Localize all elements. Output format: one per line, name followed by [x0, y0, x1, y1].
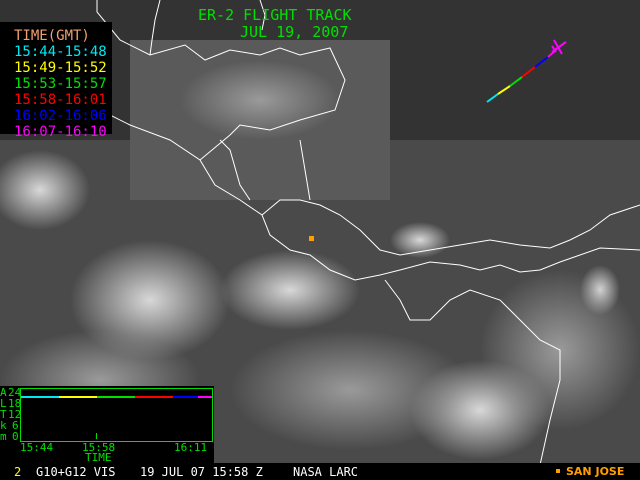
y-axis-letter: T [0, 408, 7, 421]
y-tick: 24 [8, 386, 22, 399]
legend-item: 15:53-15:57 [14, 76, 107, 92]
x-tick: 15:44 [20, 441, 54, 454]
legend-item: 15:44-15:48 [14, 44, 107, 60]
altitude-plot-frame [20, 388, 213, 442]
source-label: NASA LARC [293, 465, 359, 479]
status-bar: 2 G10+G12 VIS 19 JUL 07 15:58 Z NASA LAR… [0, 463, 640, 480]
y-axis-letter: m [0, 430, 7, 443]
legend-item: 15:49-15:52 [14, 60, 107, 76]
y-axis-letter: k [0, 419, 7, 432]
coastlines [0, 0, 640, 466]
clouds [0, 60, 640, 460]
track-segment-3 [509, 76, 523, 87]
image-datetime: 19 JUL 07 15:58 Z [140, 465, 263, 479]
frame-number: 2 [14, 465, 22, 479]
aircraft-icon [551, 39, 567, 55]
track-segment-1 [486, 93, 499, 103]
y-axis-letter: L [0, 397, 7, 410]
y-tick: 18 [8, 397, 22, 410]
legend-item: 16:07-16:10 [14, 124, 107, 140]
y-axis-letter: A [0, 386, 7, 399]
marker-legend-icon [556, 469, 560, 473]
sensor-label: G10+G12 VIS [36, 465, 116, 479]
track-segment-2 [497, 85, 511, 95]
legend-item: 15:58-16:01 [14, 92, 107, 108]
x-tick: 16:11 [174, 441, 208, 454]
y-tick: 6 [12, 419, 19, 432]
legend-item: 16:02-16:06 [14, 108, 107, 124]
map-title: ER-2 FLIGHT TRACK [198, 6, 352, 24]
x-tick: 15:58 [82, 441, 116, 454]
x-axis-label: TIME [85, 451, 112, 464]
y-tick: 12 [8, 408, 22, 421]
y-tick: 0 [12, 430, 19, 443]
track-segment-4 [521, 66, 536, 78]
map-subtitle: JUL 19, 2007 [240, 23, 349, 41]
track-segment-5 [534, 56, 549, 68]
time-legend: TIME(GMT) 15:44-15:48 15:49-15:52 15:53-… [0, 22, 112, 140]
legend-header: TIME(GMT) [14, 28, 90, 44]
san-jose-marker [309, 236, 314, 241]
marker-legend-label: SAN JOSE [566, 465, 625, 478]
